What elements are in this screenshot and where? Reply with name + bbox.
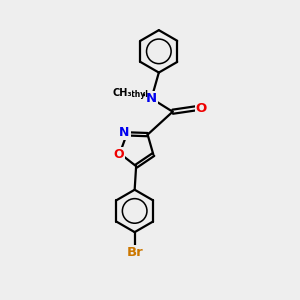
Text: methyl: methyl [118, 90, 148, 99]
Text: O: O [196, 102, 207, 115]
Text: N: N [146, 92, 157, 105]
Text: N: N [119, 126, 130, 139]
Text: Br: Br [126, 246, 143, 259]
Text: CH₃: CH₃ [112, 88, 132, 98]
Text: O: O [113, 148, 124, 161]
